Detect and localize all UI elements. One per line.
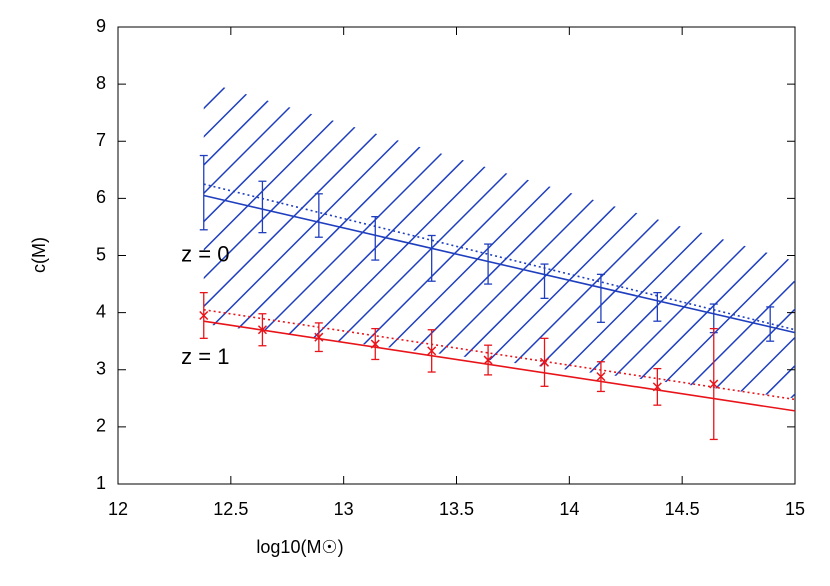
error-bar: [596, 273, 605, 323]
y-tick-label: 7: [96, 130, 106, 150]
point-marker: [427, 346, 437, 356]
point-marker: [539, 357, 550, 367]
x-tick-label: 13.5: [439, 499, 474, 519]
line: [203, 194, 796, 334]
x-tick-label: 14: [559, 499, 579, 519]
error-bar: [484, 243, 493, 285]
point-marker: [652, 382, 662, 392]
error-bar: [199, 154, 208, 231]
error-bar: [653, 291, 662, 322]
point-marker: [483, 355, 493, 365]
error-bar: [540, 263, 549, 299]
x-tick-label: 13: [334, 499, 354, 519]
y-tick-label: 8: [96, 73, 106, 93]
point-marker: [370, 339, 380, 349]
y-tick-label: 3: [96, 359, 106, 379]
point-marker: [314, 332, 324, 342]
error-bar: [427, 234, 436, 282]
y-tick-label: 4: [96, 301, 106, 321]
point-marker: [709, 379, 719, 389]
point-marker: [199, 310, 209, 321]
x-tick-label: 15: [785, 499, 805, 519]
x-tick-label: 12.5: [213, 499, 248, 519]
hatched-band: [203, 81, 796, 399]
y-tick-label: 2: [96, 416, 106, 436]
line: [203, 320, 796, 412]
error-bar: [314, 193, 323, 238]
y-tick-label: 6: [96, 187, 106, 207]
annotation: z = 1: [181, 344, 229, 369]
x-tick-label: 14.5: [665, 499, 700, 519]
y-tick-label: 9: [96, 16, 106, 36]
annotation: z = 0: [181, 241, 229, 266]
x-axis-label: log10(M☉): [256, 537, 343, 557]
error-bar: [766, 306, 775, 342]
point-marker: [257, 325, 267, 335]
y-tick-label: 1: [96, 473, 106, 493]
error-bar: [258, 180, 267, 234]
point-marker: [596, 372, 606, 382]
line: [203, 183, 796, 331]
y-axis-label: c(M): [29, 237, 49, 273]
y-tick-label: 5: [96, 244, 106, 264]
error-bar: [371, 216, 380, 261]
x-tick-label: 12: [108, 499, 128, 519]
